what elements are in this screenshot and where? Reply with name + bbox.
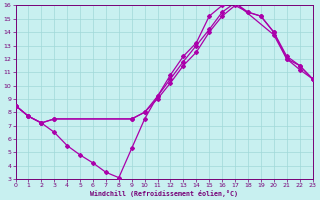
X-axis label: Windchill (Refroidissement éolien,°C): Windchill (Refroidissement éolien,°C) [90, 190, 238, 197]
